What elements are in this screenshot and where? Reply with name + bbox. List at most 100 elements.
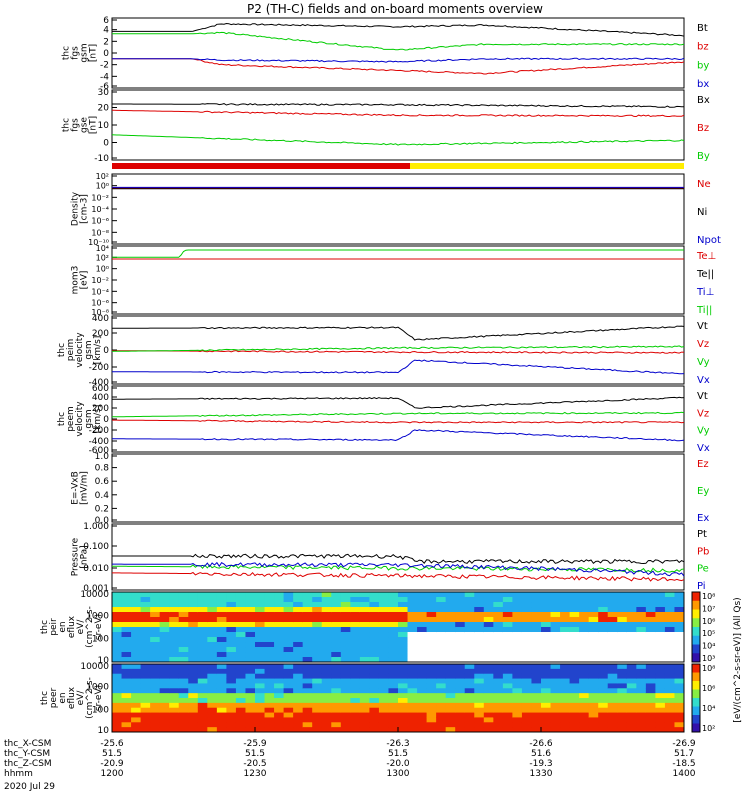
heat-cell [340, 717, 351, 723]
heat-cell [588, 698, 599, 704]
heat-cell [455, 602, 466, 608]
heat-cell [150, 637, 161, 643]
heat-cell [512, 627, 523, 633]
heat-cell [588, 627, 599, 633]
heat-cell [131, 727, 142, 733]
heat-cell [417, 627, 428, 633]
heat-cell [340, 637, 351, 643]
heat-cell [331, 592, 342, 598]
heat-cell [521, 664, 532, 670]
heat-cell [312, 668, 323, 675]
heat-cell [178, 592, 189, 598]
heat-cell [626, 637, 637, 643]
heat-cell [617, 683, 628, 689]
heat-cell [664, 617, 675, 623]
heat-cell [483, 627, 494, 633]
heat-cell [121, 647, 132, 653]
heat-cell [598, 683, 609, 689]
heat-cell [521, 617, 532, 623]
heat-cell [359, 632, 370, 638]
heat-cell [550, 664, 561, 670]
heat-cell [264, 678, 275, 684]
heat-cell [674, 678, 685, 684]
heat-cell [464, 702, 475, 709]
heat-cell [607, 652, 618, 658]
heat-cell [550, 632, 561, 638]
heat-cell [245, 607, 256, 613]
heat-cell [112, 707, 123, 714]
heat-cell [426, 637, 437, 643]
heat-cell [464, 632, 475, 638]
heat-cell [188, 688, 199, 694]
heat-cell [264, 702, 275, 709]
panel-ylabel: eflux [67, 686, 77, 709]
heat-cell [617, 627, 628, 633]
series-Vz [112, 350, 685, 354]
heat-cell [264, 668, 275, 675]
heat-cell [121, 673, 132, 680]
heat-cell [636, 627, 647, 633]
heat-cell [140, 683, 151, 689]
heat-cell [302, 727, 313, 733]
heat-cell [560, 712, 571, 718]
legend-entry: By [697, 151, 710, 162]
heat-cell [169, 642, 180, 648]
heat-cell [274, 712, 285, 718]
heat-cell [626, 727, 637, 733]
heat-cell [560, 617, 571, 623]
heat-cell [455, 657, 466, 663]
heat-cell [169, 712, 180, 718]
heat-cell [350, 673, 361, 680]
legend-entry: Vy [697, 426, 710, 437]
heat-cell [331, 693, 342, 699]
heat-cell [569, 647, 580, 653]
heat-cell [645, 622, 656, 628]
heat-cell [483, 698, 494, 704]
heat-cell [245, 712, 256, 718]
heat-cell [378, 637, 389, 643]
heat-cell [350, 702, 361, 709]
heat-cell [607, 632, 618, 638]
heat-cell [607, 592, 618, 598]
heat-cell [197, 693, 208, 699]
colorbar-tick: 10⁴ [702, 642, 715, 651]
heat-cell [483, 647, 494, 653]
heat-cell [340, 722, 351, 728]
heat-cell [483, 642, 494, 648]
heat-cell [245, 707, 256, 714]
heat-cell [150, 612, 161, 618]
heat-cell [112, 657, 123, 663]
heat-cell [235, 602, 246, 608]
heat-cell [674, 607, 685, 613]
heat-cell [664, 722, 675, 728]
heat-cell [664, 698, 675, 704]
heat-cell [445, 622, 456, 628]
ytick-label: -4 [100, 72, 109, 82]
heat-cell [550, 612, 561, 618]
heat-cell [455, 637, 466, 643]
heat-cell [321, 683, 332, 689]
heat-cell [645, 673, 656, 680]
heat-cell [235, 647, 246, 653]
heat-cell [398, 612, 409, 618]
heat-cell [588, 647, 599, 653]
ytick-label: -600 [89, 446, 110, 456]
series-bx [112, 57, 685, 63]
heat-cell [607, 597, 618, 603]
heat-cell [417, 632, 428, 638]
heat-cell [474, 678, 485, 684]
heat-cell [226, 688, 237, 694]
ytick-label: 1.000 [83, 522, 109, 532]
heat-cell [598, 632, 609, 638]
heat-cell [598, 652, 609, 658]
heat-cell [178, 678, 189, 684]
heat-cell [531, 652, 542, 658]
heat-cell [178, 717, 189, 723]
heat-cell [398, 664, 409, 670]
heat-cell [445, 627, 456, 633]
heat-cell [274, 657, 285, 663]
heat-cell [321, 642, 332, 648]
heat-cell [655, 657, 666, 663]
heat-cell [340, 627, 351, 633]
heat-cell [121, 702, 132, 709]
